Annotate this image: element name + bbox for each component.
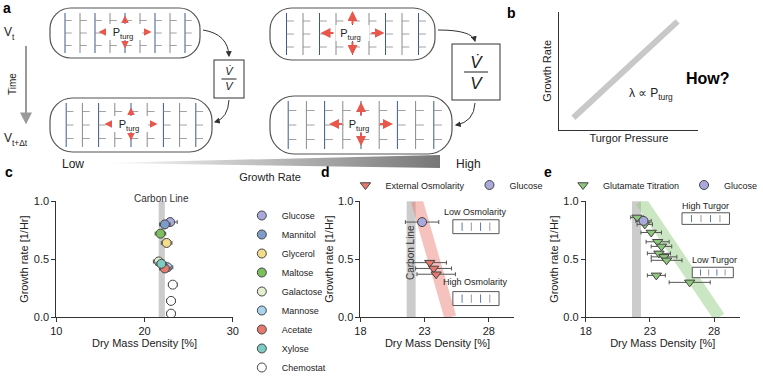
svg-text:Dry Mass Density [%]: Dry Mass Density [%] xyxy=(385,337,490,349)
svg-text:Carbon Line: Carbon Line xyxy=(134,193,189,204)
svg-text:18: 18 xyxy=(580,325,592,337)
svg-text:Glucose: Glucose xyxy=(724,181,757,191)
svg-text:Low: Low xyxy=(62,157,84,171)
svg-text:Galactose: Galactose xyxy=(282,287,323,297)
svg-text:Growth Rate: Growth Rate xyxy=(239,171,301,183)
svg-text:1.0: 1.0 xyxy=(563,195,578,207)
svg-text:External Osmolarity: External Osmolarity xyxy=(385,181,464,191)
svg-text:High Osmolarity: High Osmolarity xyxy=(443,277,508,287)
svg-text:V: V xyxy=(225,80,234,92)
svg-text:28: 28 xyxy=(708,325,720,337)
svg-text:Dry Mass Density [%]: Dry Mass Density [%] xyxy=(92,337,197,349)
svg-text:0.5: 0.5 xyxy=(34,253,49,265)
svg-text:0.0: 0.0 xyxy=(563,311,578,323)
svg-text:18: 18 xyxy=(354,325,366,337)
svg-text:1.0: 1.0 xyxy=(338,195,353,207)
svg-text:0.5: 0.5 xyxy=(563,253,578,265)
svg-text:Chemostat: Chemostat xyxy=(282,363,326,373)
svg-text:Low Osmolarity: Low Osmolarity xyxy=(444,207,507,217)
svg-text:0.5: 0.5 xyxy=(338,253,353,265)
svg-text:V̇: V̇ xyxy=(225,65,234,77)
svg-text:b: b xyxy=(507,5,516,21)
svg-text:Xylose: Xylose xyxy=(282,344,309,354)
svg-text:How?: How? xyxy=(686,70,730,87)
svg-text:Growth rate [1/Hr]: Growth rate [1/Hr] xyxy=(548,215,560,302)
svg-text:Pturg: Pturg xyxy=(349,118,370,133)
svg-text:Pturg: Pturg xyxy=(340,27,361,42)
svg-text:Pturg: Pturg xyxy=(119,118,140,133)
svg-text:c: c xyxy=(5,164,13,180)
svg-text:28: 28 xyxy=(483,325,495,337)
svg-text:Glutamate Titration: Glutamate Titration xyxy=(603,181,679,191)
svg-text:Mannose: Mannose xyxy=(282,306,319,316)
svg-text:Carbon Line: Carbon Line xyxy=(405,225,416,280)
svg-text:a: a xyxy=(3,0,11,16)
svg-text:High Turgor: High Turgor xyxy=(682,201,729,211)
svg-text:λ ∝ P​turg​: λ ∝ P​turg​ xyxy=(629,86,673,102)
svg-text:Growth rate [1/Hr]: Growth rate [1/Hr] xyxy=(323,215,335,302)
svg-text:High: High xyxy=(456,157,481,171)
svg-text:1.0: 1.0 xyxy=(34,195,49,207)
svg-text:d: d xyxy=(321,164,330,180)
svg-text:Vt: Vt xyxy=(4,25,15,42)
svg-text:Pturg: Pturg xyxy=(113,26,134,41)
svg-text:Maltose: Maltose xyxy=(282,268,314,278)
svg-text:Time: Time xyxy=(7,73,18,95)
svg-text:10: 10 xyxy=(50,325,62,337)
svg-text:Mannitol: Mannitol xyxy=(282,230,316,240)
svg-text:Vt+Δt: Vt+Δt xyxy=(4,131,28,148)
svg-text:V̇: V̇ xyxy=(470,53,483,72)
svg-text:Acetate: Acetate xyxy=(282,325,313,335)
svg-text:Glucose: Glucose xyxy=(509,181,542,191)
svg-text:Turgor Pressure: Turgor Pressure xyxy=(589,132,668,144)
svg-text:Glucose: Glucose xyxy=(282,211,315,221)
svg-text:Glycerol: Glycerol xyxy=(282,249,315,259)
svg-text:0.0: 0.0 xyxy=(338,311,353,323)
svg-text:0.0: 0.0 xyxy=(34,311,49,323)
svg-text:Low Turgor: Low Turgor xyxy=(692,255,737,265)
svg-text:Dry Mass Density [%]: Dry Mass Density [%] xyxy=(610,337,715,349)
svg-text:V: V xyxy=(470,74,483,93)
svg-text:20: 20 xyxy=(138,325,150,337)
svg-text:23: 23 xyxy=(419,325,431,337)
svg-text:30: 30 xyxy=(227,325,239,337)
svg-text:23: 23 xyxy=(644,325,656,337)
svg-text:e: e xyxy=(544,164,552,180)
svg-text:Growth Rate: Growth Rate xyxy=(541,40,553,102)
svg-text:Growth rate [1/Hr]: Growth rate [1/Hr] xyxy=(18,215,30,302)
